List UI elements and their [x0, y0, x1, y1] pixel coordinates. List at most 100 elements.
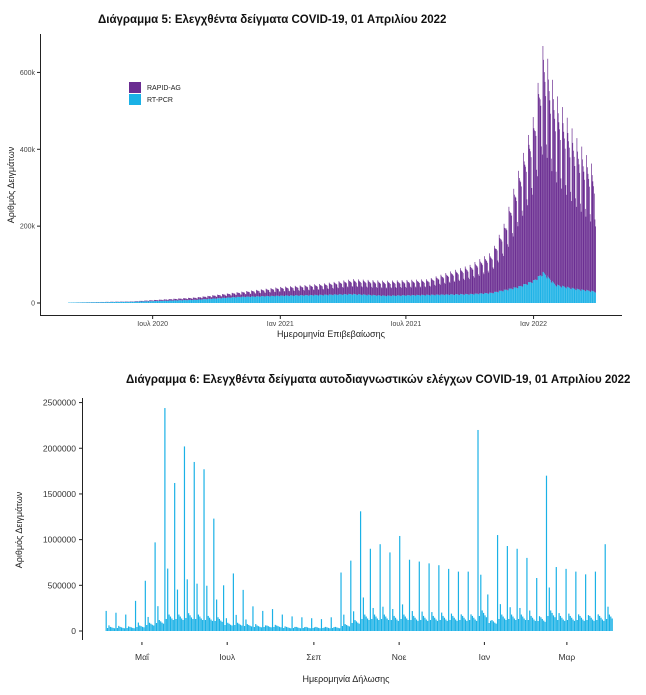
- rapid-ag-bar: [240, 294, 241, 298]
- rt-pcr-bar: [594, 292, 596, 303]
- rapid-ag-bar: [375, 283, 377, 296]
- chart6-bars: [105, 408, 613, 631]
- rt-pcr-bar: [98, 302, 100, 303]
- rapid-ag-bar: [330, 284, 331, 295]
- rapid-ag-bar: [444, 282, 445, 296]
- self-test-bar: [421, 611, 423, 631]
- rt-pcr-bar: [200, 299, 202, 303]
- rapid-ag-bar: [411, 279, 413, 295]
- rt-pcr-bar: [117, 301, 118, 303]
- rapid-ag-bar: [455, 271, 457, 295]
- rt-pcr-bar: [562, 286, 564, 303]
- rapid-ag-bar: [179, 298, 181, 301]
- self-test-bar: [371, 618, 373, 631]
- rt-pcr-bar: [328, 294, 330, 303]
- rapid-ag-bar: [577, 151, 578, 289]
- rapid-ag-bar: [479, 259, 481, 294]
- rapid-ag-bar: [259, 292, 261, 297]
- rapid-ag-bar: [349, 281, 351, 295]
- rapid-ag-bar: [152, 300, 154, 302]
- self-test-bar: [252, 606, 254, 631]
- rapid-ag-bar: [215, 296, 217, 299]
- self-test-bar: [119, 626, 121, 631]
- rt-pcr-bar: [447, 294, 449, 303]
- rt-pcr-bar: [378, 295, 380, 303]
- rapid-ag-bar: [589, 214, 591, 292]
- rapid-ag-bar: [360, 282, 361, 295]
- rapid-ag-bar: [192, 297, 194, 300]
- x-tick-label: Ιαν 2022: [520, 321, 547, 328]
- rt-pcr-bar: [197, 299, 199, 303]
- self-test-bar: [407, 619, 409, 631]
- rapid-ag-bar: [436, 277, 438, 295]
- rt-pcr-bar: [184, 300, 186, 303]
- self-test-bar: [277, 626, 279, 631]
- rt-pcr-bar: [571, 289, 572, 303]
- rapid-ag-bar: [523, 152, 524, 285]
- rt-pcr-bar: [141, 301, 143, 303]
- rapid-ag-bar: [542, 46, 544, 272]
- rt-pcr-bar: [288, 296, 290, 303]
- rt-pcr-bar: [113, 302, 114, 303]
- self-test-bar: [406, 618, 408, 631]
- rt-pcr-bar: [312, 295, 314, 303]
- rt-pcr-bar: [375, 295, 377, 303]
- rt-pcr-bar: [133, 301, 134, 303]
- rt-pcr-bar: [424, 295, 426, 303]
- self-test-bar: [378, 619, 380, 631]
- rt-pcr-bar: [576, 288, 578, 303]
- rt-pcr-bar: [430, 294, 432, 303]
- rt-pcr-bar: [453, 294, 454, 303]
- rt-pcr-bar: [475, 293, 477, 303]
- rt-pcr-bar: [538, 276, 540, 303]
- rt-pcr-bar: [303, 295, 305, 303]
- rt-pcr-bar: [417, 295, 419, 303]
- self-test-bar: [590, 617, 592, 631]
- rt-pcr-bar: [297, 295, 299, 303]
- self-test-bar: [264, 625, 267, 631]
- self-test-bar: [530, 615, 532, 631]
- rapid-ag-bar: [412, 281, 414, 296]
- rapid-ag-bar: [285, 287, 287, 296]
- rapid-ag-bar: [292, 287, 293, 296]
- self-test-bar: [503, 618, 506, 631]
- rt-pcr-bar: [171, 300, 173, 303]
- rt-pcr-bar: [453, 295, 455, 303]
- rt-pcr-bar: [511, 288, 513, 303]
- rt-pcr-bar: [568, 287, 569, 303]
- rt-pcr-bar: [101, 302, 102, 303]
- rapid-ag-bar: [428, 282, 430, 295]
- rt-pcr-bar: [319, 294, 321, 303]
- rt-pcr-bar: [161, 300, 163, 303]
- rapid-ag-bar: [162, 300, 164, 301]
- rt-pcr-bar: [118, 302, 120, 303]
- self-test-bar: [545, 475, 548, 631]
- rt-pcr-bar: [203, 299, 205, 303]
- rt-pcr-bar: [363, 294, 365, 303]
- rapid-ag-bar: [404, 283, 406, 296]
- rt-pcr-bar: [437, 294, 439, 303]
- self-test-bar: [601, 619, 604, 631]
- self-test-bar: [230, 624, 232, 631]
- rapid-ag-bar: [500, 239, 501, 291]
- rapid-ag-bar: [534, 131, 536, 280]
- rapid-ag-bar: [245, 294, 247, 298]
- rt-pcr-bar: [225, 298, 227, 303]
- self-test-bar: [392, 609, 394, 631]
- self-test-bar: [267, 626, 269, 631]
- rapid-ag-bar: [320, 285, 322, 295]
- rapid-ag-bar: [585, 216, 587, 292]
- rt-pcr-bar: [290, 295, 291, 303]
- self-test-bar: [343, 614, 345, 631]
- rt-pcr-bar: [565, 288, 567, 303]
- rapid-ag-bar: [160, 299, 162, 301]
- rt-pcr-bar: [255, 296, 257, 303]
- rt-pcr-bar: [481, 293, 483, 303]
- rapid-ag-bar: [249, 293, 251, 298]
- rt-pcr-bar: [436, 294, 438, 303]
- self-test-bar: [476, 620, 478, 631]
- rt-pcr-bar: [468, 294, 470, 303]
- self-test-bar: [250, 626, 253, 631]
- rt-pcr-bar: [347, 294, 349, 303]
